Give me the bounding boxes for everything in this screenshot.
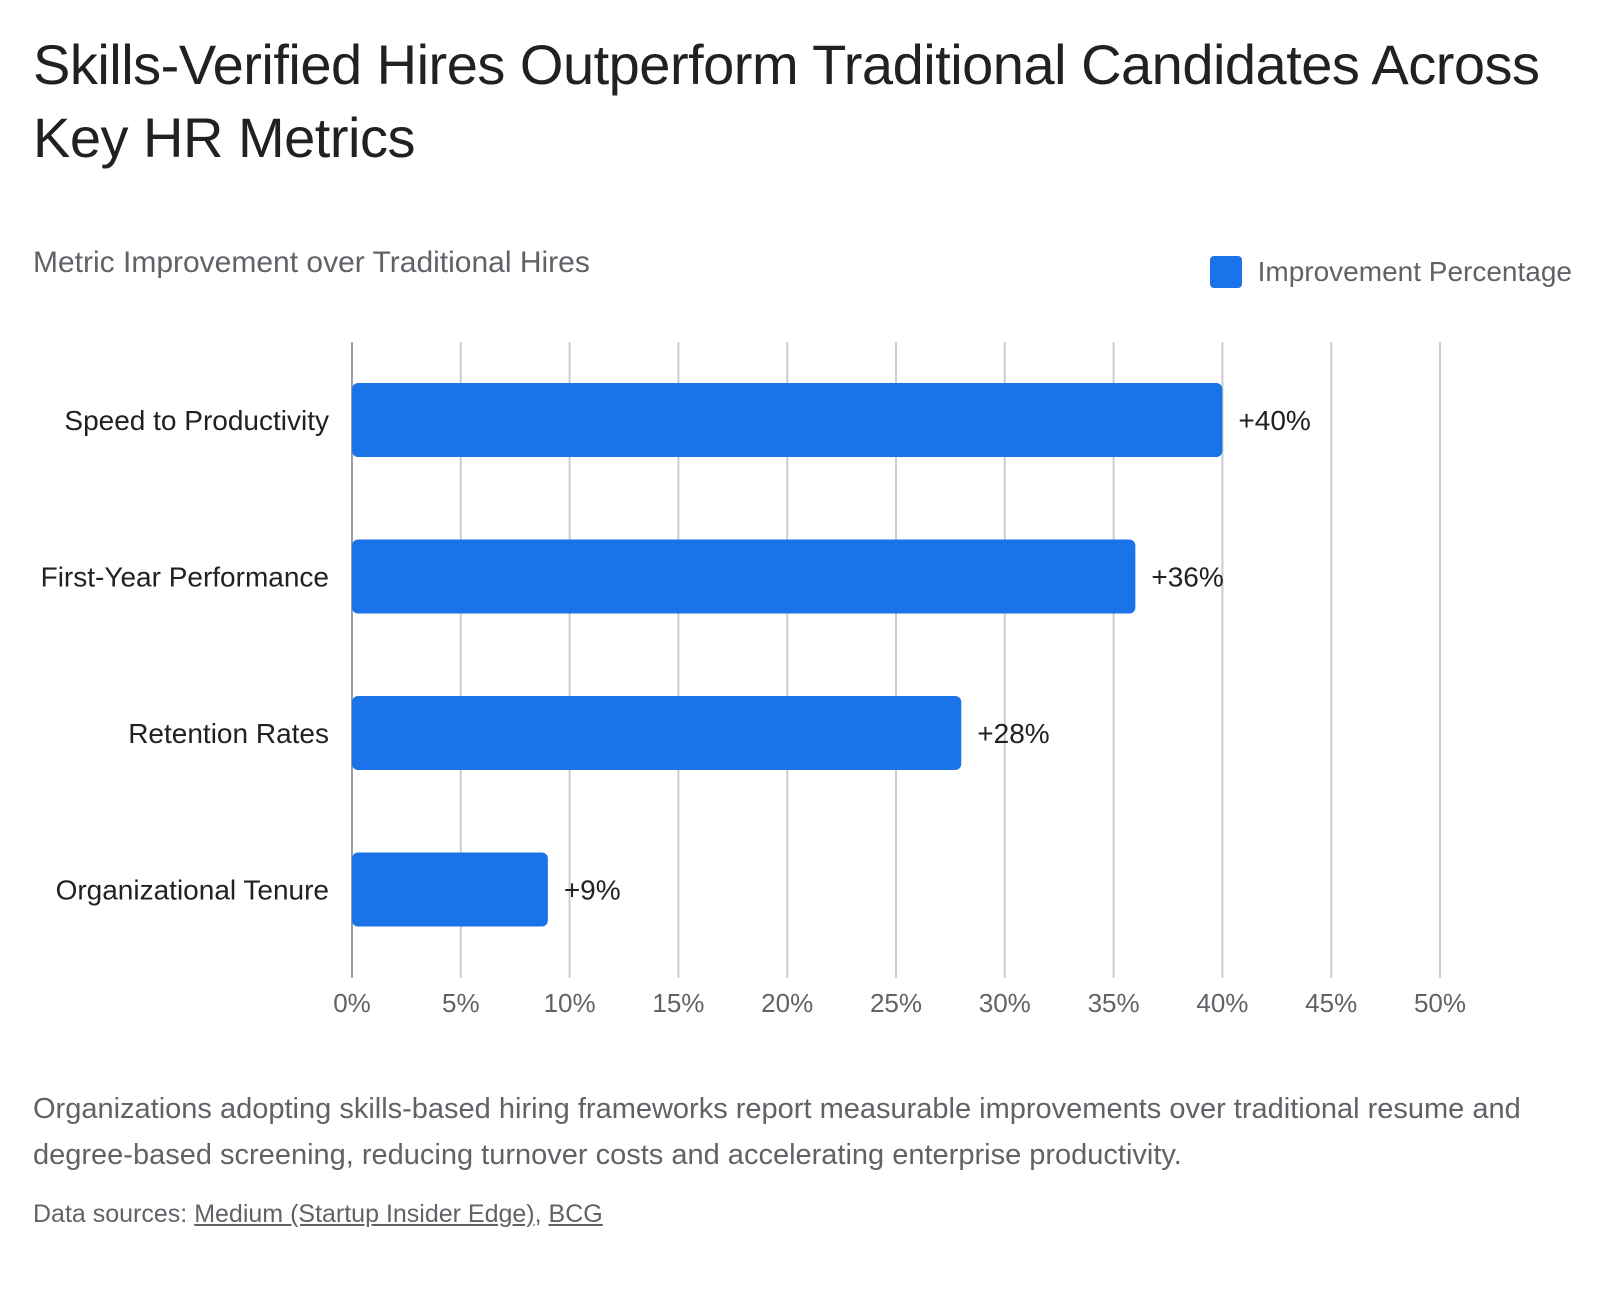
chart-subtitle: Metric Improvement over Traditional Hire… [33,246,590,279]
category-labels: Speed to Productivity First-Year Performa… [41,405,329,906]
data-labels: +40% +36% +28% +9% [564,405,1311,906]
x-tick-label: 30% [979,988,1031,1018]
chart-description: Organizations adopting skills-based hiri… [33,1093,1521,1171]
data-label: +28% [977,718,1049,749]
x-axis-ticks: 0% 5% 10% 15% 20% 25% 30% 35% 40% 45% 50% [333,988,1466,1018]
x-tick-label: 10% [544,988,596,1018]
x-tick-label: 20% [761,988,813,1018]
data-sources: Data sources: Medium (Startup Insider Ed… [33,1200,603,1229]
data-label: +9% [564,875,621,906]
chart-title: Skills-Verified Hires Outperform Traditi… [33,33,1540,169]
source-link-bcg[interactable]: BCG [548,1200,603,1228]
category-label: First-Year Performance [41,562,329,593]
legend: Improvement Percentage [1209,256,1572,288]
legend-label: Improvement Percentage [1257,256,1572,287]
sources-separator: , [534,1200,542,1228]
x-tick-label: 45% [1305,988,1357,1018]
x-tick-label: 40% [1196,988,1248,1018]
bar [352,383,1223,457]
data-label: +36% [1151,562,1223,593]
category-label: Retention Rates [128,718,329,749]
x-tick-label: 35% [1088,988,1140,1018]
x-tick-label: 15% [652,988,704,1018]
category-label: Speed to Productivity [64,405,329,436]
data-label: +40% [1238,405,1310,436]
bar [352,539,1136,614]
bar-chart: 0% 5% 10% 15% 20% 25% 30% 35% 40% 45% 50% Speed to… [41,342,1466,1018]
bars [352,383,1223,927]
category-label: Organizational Tenure [56,875,329,906]
sources-prefix: Data sources: [33,1200,188,1228]
x-tick-label: 0% [333,988,371,1018]
x-tick-label: 25% [870,988,922,1018]
source-link-medium[interactable]: Medium (Startup Insider Edge) [194,1200,535,1228]
bar [352,852,548,927]
x-tick-label: 50% [1414,988,1466,1018]
bar [352,696,962,770]
x-tick-label: 5% [442,988,480,1018]
legend-swatch [1209,256,1242,288]
